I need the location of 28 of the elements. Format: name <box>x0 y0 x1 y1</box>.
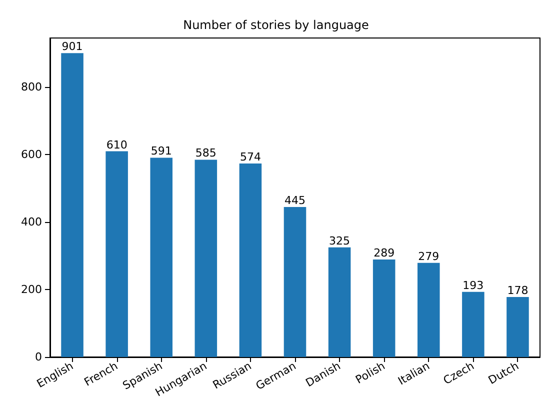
data-label: 178 <box>507 284 528 297</box>
bar <box>462 292 484 357</box>
y-tick-label: 200 <box>21 283 42 296</box>
data-label: 445 <box>284 194 306 207</box>
bar <box>506 296 529 357</box>
data-label: 901 <box>62 40 83 54</box>
data-label: 193 <box>462 278 484 292</box>
data-label: 289 <box>374 246 395 260</box>
bar <box>418 262 440 357</box>
bar <box>150 158 172 357</box>
bar <box>61 53 84 357</box>
bar <box>372 260 396 357</box>
data-label: 610 <box>106 138 128 152</box>
bar <box>328 247 351 357</box>
chart-title: Number of stories by language <box>183 18 369 32</box>
data-label: 591 <box>150 144 172 158</box>
bar <box>106 151 128 357</box>
y-tick-label: 400 <box>21 216 42 229</box>
bar <box>239 163 262 357</box>
data-label: 325 <box>329 234 350 248</box>
bar <box>194 160 218 357</box>
bar <box>284 206 306 357</box>
data-label: 279 <box>418 250 440 263</box>
data-label: 585 <box>195 146 216 160</box>
y-tick-label: 0 <box>35 350 42 364</box>
y-tick-label: 800 <box>21 80 42 94</box>
data-label: 574 <box>240 150 261 164</box>
y-tick-label: 600 <box>21 148 42 162</box>
